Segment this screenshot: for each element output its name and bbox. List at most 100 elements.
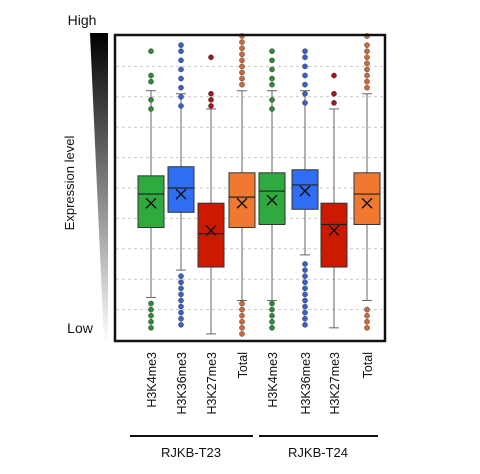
outlier-point (148, 312, 154, 319)
outlier-point (302, 303, 308, 310)
outlier-point (178, 291, 184, 298)
outlier-point (269, 306, 275, 313)
outlier-point (269, 75, 275, 82)
outlier-point (148, 325, 154, 331)
outlier-point (302, 72, 308, 79)
x-tick-labels: H3K4me3 H3K36me3 H3K27me3 Total H3K4me3 H3K36… (145, 352, 375, 415)
plot-frame (113, 33, 387, 343)
outlier-point (331, 100, 337, 106)
box-iqr (291, 169, 319, 210)
box-h3k27me3-rjkb-t23 (197, 54, 225, 335)
outlier-point (302, 291, 308, 298)
x-tick-label: H3K36me3 (175, 352, 189, 415)
outlier-point (302, 48, 308, 55)
box-iqr (197, 202, 225, 268)
outlier-point (239, 331, 245, 337)
outlier-point (364, 318, 370, 325)
outlier-point (269, 325, 275, 331)
outlier-point (178, 321, 184, 328)
box-h3k4me3-rjkb-t24 (258, 48, 286, 331)
x-tick-label: H3K36me3 (299, 352, 313, 415)
mean-marker (205, 225, 217, 237)
mean-marker (236, 197, 248, 209)
outlier-point (364, 78, 370, 85)
outlier-point (302, 63, 308, 70)
outlier-point (364, 312, 370, 319)
x-tick-label: H3K4me3 (145, 352, 159, 408)
x-tick-label: H3K27me3 (328, 352, 342, 415)
mean-marker (328, 225, 340, 237)
outlier-point (364, 325, 370, 331)
mean-marker (299, 185, 311, 197)
outlier-point (178, 297, 184, 304)
outlier-point (239, 318, 245, 325)
outlier-point (208, 90, 214, 97)
outlier-point (269, 48, 275, 55)
outlier-point (364, 84, 370, 91)
outlier-point (239, 45, 245, 51)
x-tick-label: Total (236, 352, 250, 378)
outlier-point (239, 300, 245, 307)
outlier-point (302, 100, 308, 106)
outlier-point (178, 84, 184, 91)
group-bracket-rjkb-t24: RJKB-T24 (259, 435, 378, 460)
outlier-point (302, 273, 308, 279)
outlier-point (302, 279, 308, 286)
box-iqr (258, 172, 286, 225)
outlier-point (364, 66, 370, 73)
y-top-label: High (68, 12, 97, 28)
outlier-point (148, 106, 154, 112)
outlier-point (178, 103, 184, 109)
outlier-point (178, 315, 184, 322)
box-iqr (167, 166, 195, 213)
outlier-point (302, 315, 308, 322)
outlier-point (178, 309, 184, 316)
outlier-point (269, 312, 275, 319)
outlier-point (302, 81, 308, 88)
outlier-point (178, 42, 184, 48)
mean-marker (266, 194, 278, 206)
outlier-point (364, 306, 370, 313)
outlier-point (364, 60, 370, 67)
outlier-point (239, 51, 245, 58)
outlier-point (364, 54, 370, 61)
box-h3k36me3-rjkb-t23 (167, 42, 195, 328)
outlier-point (364, 48, 370, 55)
y-axis-title: Expression level (62, 136, 77, 231)
outlier-point (269, 97, 275, 103)
box-total-rjkb-t24 (353, 33, 381, 331)
outlier-point (239, 57, 245, 64)
outlier-point (364, 42, 370, 48)
outlier-point (302, 309, 308, 316)
outlier-point (302, 261, 308, 267)
outlier-point (269, 57, 275, 64)
box-h3k4me3-rjkb-t23 (137, 48, 165, 331)
outlier-point (302, 285, 308, 292)
outlier-point (302, 54, 308, 61)
group-label: RJKB-T23 (161, 445, 221, 460)
outlier-point (239, 306, 245, 313)
mean-marker (175, 188, 187, 200)
outlier-point (269, 66, 275, 73)
box-series (137, 33, 381, 337)
x-tick-label: H3K27me3 (205, 352, 219, 415)
outlier-point (302, 267, 308, 273)
outlier-point (178, 48, 184, 55)
box-iqr (320, 202, 348, 268)
outlier-point (239, 75, 245, 82)
outlier-point (269, 318, 275, 325)
outlier-point (239, 69, 245, 76)
outlier-point (148, 78, 154, 85)
outlier-point (148, 318, 154, 325)
outlier-point (239, 81, 245, 88)
x-tick-label: H3K4me3 (266, 352, 280, 408)
outlier-point (178, 66, 184, 73)
outlier-point (302, 90, 308, 97)
outlier-point (208, 97, 214, 103)
outlier-point (208, 54, 214, 61)
box-total-rjkb-t23 (228, 33, 256, 337)
outlier-point (178, 279, 184, 286)
outlier-point (269, 106, 275, 112)
box-h3k36me3-rjkb-t24 (291, 48, 319, 328)
